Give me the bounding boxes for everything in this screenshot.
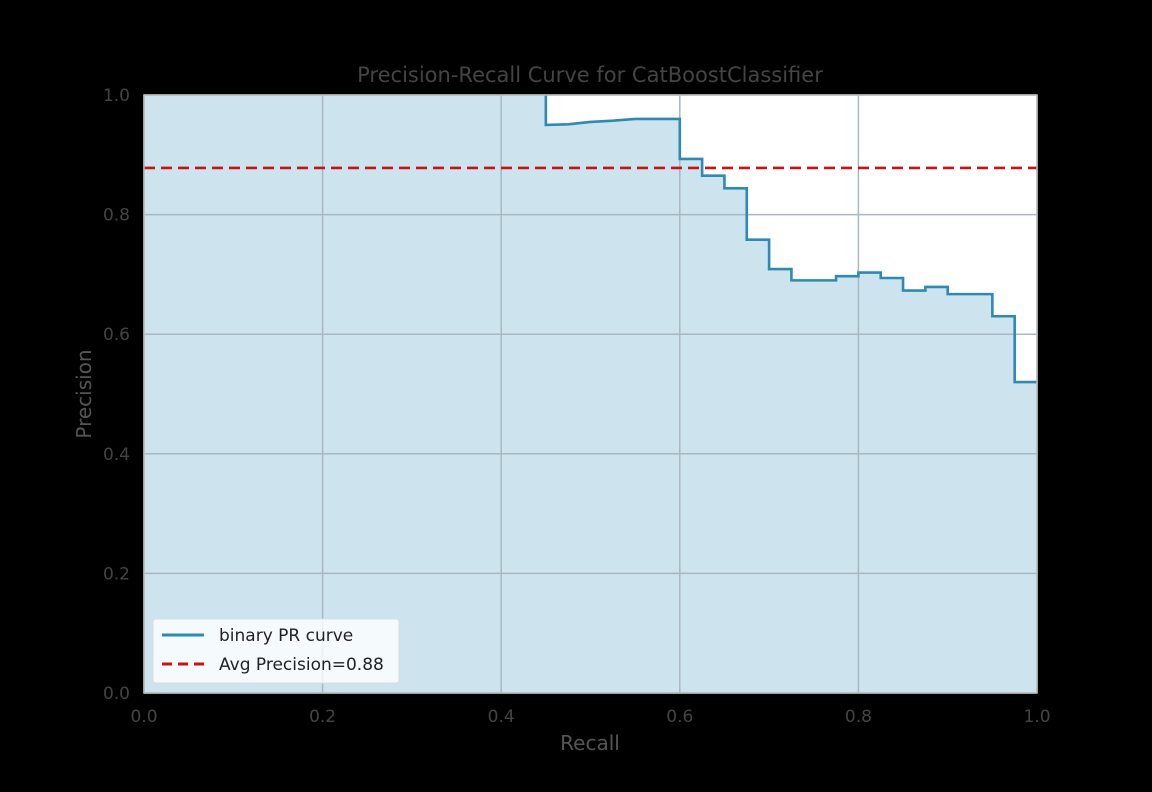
x-tick-label: 0.6	[666, 707, 693, 727]
x-axis-label: Recall	[560, 731, 620, 755]
y-tick-labels: 0.0 0.2 0.4 0.6 0.8 1.0	[103, 86, 130, 704]
y-tick-label: 0.0	[103, 684, 130, 704]
y-tick-label: 0.8	[103, 206, 130, 226]
plot-frame	[143, 94, 1038, 694]
pr-curve-fill-layer	[144, 95, 1037, 693]
x-tick-label: 1.0	[1023, 707, 1050, 727]
x-tick-label: 0.2	[309, 707, 336, 727]
legend-label-pr-curve: binary PR curve	[219, 626, 353, 646]
y-tick-label: 0.4	[103, 445, 130, 465]
x-tick-label: 0.4	[488, 707, 515, 727]
pr-curve-area	[144, 95, 1037, 693]
legend: binary PR curve Avg Precision=0.88	[152, 618, 400, 684]
y-tick-label: 0.6	[103, 325, 130, 345]
pr-curve-line	[544, 95, 1037, 384]
legend-label-avg-precision: Avg Precision=0.88	[219, 655, 384, 675]
legend-box	[152, 618, 400, 684]
x-tick-labels: 0.0 0.2 0.4 0.6 0.8 1.0	[130, 707, 1050, 727]
x-tick-label: 0.0	[130, 707, 157, 727]
y-axis-label: Precision	[72, 349, 96, 438]
chart-title: Precision-Recall Curve for CatBoostClass…	[357, 63, 823, 87]
series-layer	[144, 95, 1037, 384]
y-tick-label: 1.0	[103, 86, 130, 106]
y-tick-label: 0.2	[103, 564, 130, 584]
x-tick-label: 0.8	[845, 707, 872, 727]
